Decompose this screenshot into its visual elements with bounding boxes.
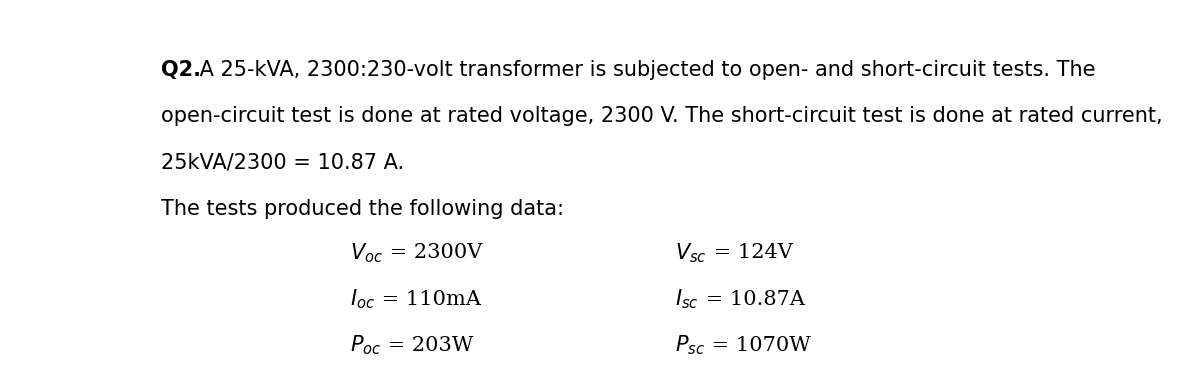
- Text: $\mathit{P}_{\mathit{sc}}$: $\mathit{P}_{\mathit{sc}}$: [676, 334, 706, 357]
- Text: 25kVA/2300 = 10.87 A.: 25kVA/2300 = 10.87 A.: [161, 152, 404, 173]
- Text: $\mathit{V}_{\mathit{sc}}$: $\mathit{V}_{\mathit{sc}}$: [676, 241, 707, 265]
- Text: $\mathit{I}_{\mathit{sc}}$: $\mathit{I}_{\mathit{sc}}$: [676, 287, 700, 311]
- Text: = 124V: = 124V: [707, 243, 793, 262]
- Text: The tests produced the following data:: The tests produced the following data:: [161, 199, 564, 219]
- Text: = 203W: = 203W: [382, 336, 474, 355]
- Text: = 1070W: = 1070W: [706, 336, 811, 355]
- Text: = 10.87A: = 10.87A: [700, 289, 805, 308]
- Text: $\mathit{P}_{\mathit{oc}}$: $\mathit{P}_{\mathit{oc}}$: [350, 334, 382, 357]
- Text: = 110mA: = 110mA: [374, 289, 481, 308]
- Text: $\mathit{V}_{\mathit{oc}}$: $\mathit{V}_{\mathit{oc}}$: [350, 241, 383, 265]
- Text: open-circuit test is done at rated voltage, 2300 V. The short-circuit test is do: open-circuit test is done at rated volta…: [161, 106, 1163, 126]
- Text: Q2.: Q2.: [161, 60, 202, 80]
- Text: A 25-kVA, 2300:230-volt transformer is subjected to open- and short-circuit test: A 25-kVA, 2300:230-volt transformer is s…: [193, 60, 1096, 80]
- Text: = 2300V: = 2300V: [383, 243, 482, 262]
- Text: $\mathit{I}_{\mathit{oc}}$: $\mathit{I}_{\mathit{oc}}$: [350, 287, 374, 311]
